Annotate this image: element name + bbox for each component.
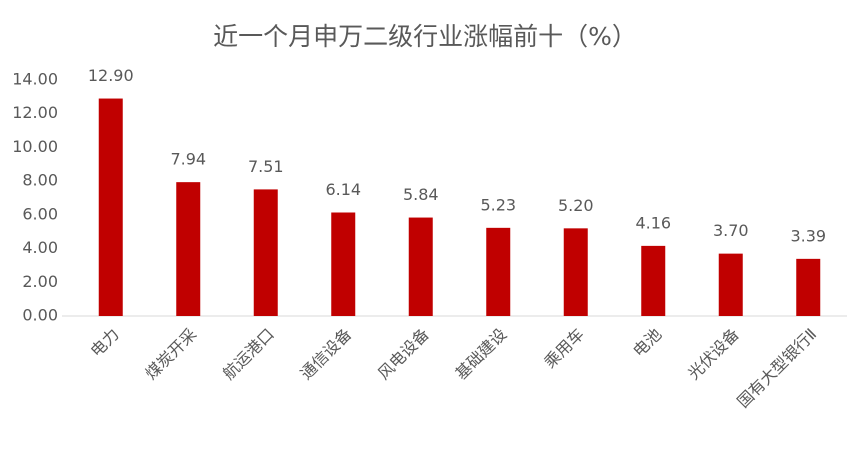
- bar: [563, 228, 588, 316]
- y-tick-label: 2.00: [22, 272, 58, 291]
- bar: [408, 217, 433, 316]
- data-label: 3.39: [790, 226, 826, 245]
- y-tick-label: 14.00: [12, 70, 58, 89]
- chart-title: 近一个月申万二级行业涨幅前十（%）: [213, 22, 637, 51]
- bar: [253, 189, 278, 316]
- y-tick-label: 8.00: [22, 171, 58, 190]
- bar: [331, 212, 356, 316]
- bar: [718, 253, 743, 316]
- data-label: 6.14: [325, 180, 361, 199]
- bar: [98, 98, 123, 317]
- data-label: 7.51: [248, 157, 284, 176]
- data-label: 7.94: [170, 150, 206, 169]
- bar: [176, 182, 201, 316]
- y-tick-label: 12.00: [12, 103, 58, 122]
- bar: [796, 258, 821, 316]
- data-label: 5.84: [403, 185, 439, 204]
- data-label: 5.20: [558, 196, 594, 215]
- y-tick-label: 4.00: [22, 238, 58, 257]
- y-tick-label: 0.00: [22, 306, 58, 325]
- data-label: 12.90: [88, 66, 134, 85]
- data-label: 5.23: [480, 195, 516, 214]
- bar: [641, 245, 666, 316]
- y-tick-label: 6.00: [22, 204, 58, 223]
- data-label: 4.16: [635, 213, 671, 232]
- y-tick-label: 10.00: [12, 137, 58, 156]
- data-label: 3.70: [713, 221, 749, 240]
- bar: [486, 227, 511, 316]
